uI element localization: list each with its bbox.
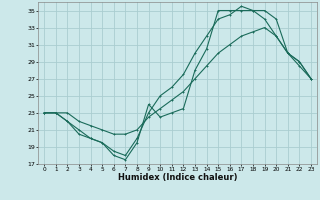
X-axis label: Humidex (Indice chaleur): Humidex (Indice chaleur)	[118, 173, 237, 182]
